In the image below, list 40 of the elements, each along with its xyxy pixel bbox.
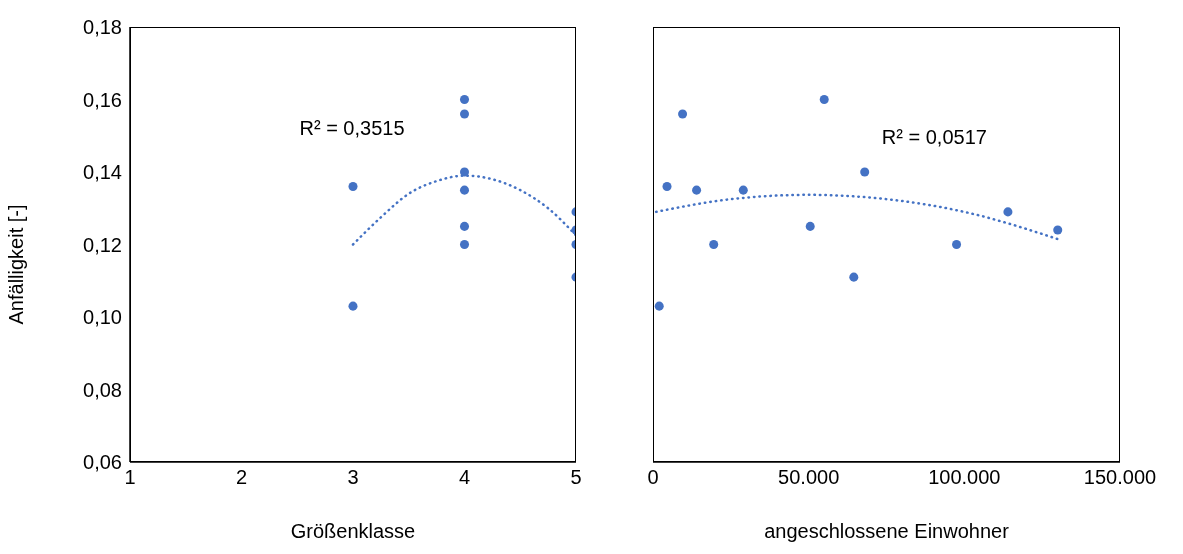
point [459, 185, 470, 195]
point [459, 94, 470, 105]
point [459, 221, 470, 231]
point [654, 301, 664, 311]
x-tick-label: 4 [458, 466, 471, 489]
y-tick-label: 0,18 [83, 16, 122, 39]
point [459, 239, 470, 250]
point [1003, 207, 1013, 217]
point [952, 239, 962, 250]
point [662, 181, 672, 192]
point [738, 185, 748, 195]
point [692, 185, 702, 195]
x-tick-label: 5 [570, 466, 582, 489]
point [805, 221, 815, 231]
y-axis-title: Anfälligkeit [-] [5, 204, 28, 325]
x-axis-title: angeschlossene Einwohner [763, 520, 1010, 543]
point [459, 109, 470, 119]
x-tick-label: 100.000 [928, 466, 1001, 489]
y-tick-label: 0,12 [83, 233, 122, 256]
annotation: R² = 0,0517 [881, 126, 987, 150]
x-axis-title: Größenklasse [289, 520, 417, 543]
y-tick-label: 0,06 [83, 451, 122, 474]
x-tick-label: 150.000 [1083, 466, 1157, 489]
y-tick-label: 0,10 [83, 306, 122, 329]
x-tick-label: 50.000 [778, 466, 840, 489]
point [819, 94, 829, 105]
x-tick-label: 2 [235, 466, 248, 489]
point [678, 109, 688, 119]
point [860, 167, 870, 177]
point [1053, 225, 1063, 235]
point [459, 167, 470, 177]
x-tick-label: 0 [647, 466, 659, 489]
y-tick-label: 0,08 [83, 378, 122, 401]
x-tick-label: 1 [124, 466, 136, 489]
annotation: R² = 0,3515 [299, 117, 405, 141]
point [709, 239, 719, 250]
point [849, 272, 859, 282]
x-tick-label: 3 [347, 466, 359, 489]
y-tick-label: 0,14 [83, 161, 122, 184]
y-tick-label: 0,16 [83, 88, 122, 111]
